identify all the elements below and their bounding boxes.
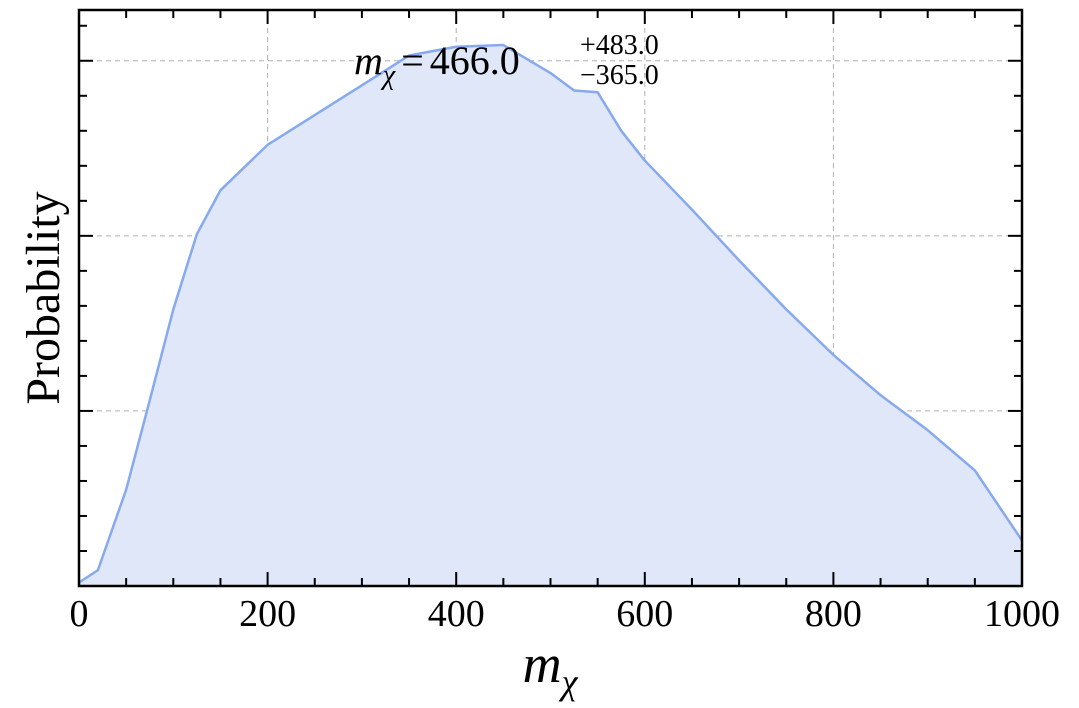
x-axis-label-sub: χ — [559, 662, 579, 702]
annotation-plus: +483.0 — [580, 30, 659, 61]
x-tick-label: 200 — [239, 593, 296, 635]
annotation-lhs: m — [354, 38, 383, 83]
x-tick-label: 1000 — [984, 593, 1060, 635]
plot-area: 0 200 400 600 800 1000 — [70, 8, 1060, 635]
x-tick-label: 0 — [70, 593, 89, 635]
annotation-sub: χ — [380, 60, 396, 91]
x-axis-label-main: m — [523, 634, 562, 694]
x-tick-label: 800 — [805, 593, 862, 635]
annotation: mχ = 466.0 — [354, 38, 520, 91]
annotation-value: 466.0 — [430, 38, 520, 83]
annotation-minus: −365.0 — [580, 60, 659, 91]
area-fill — [79, 45, 1022, 586]
x-tick-label: 400 — [428, 593, 485, 635]
y-axis-label: Probability — [17, 191, 70, 404]
x-axis-label: mχ — [523, 634, 579, 702]
line — [78, 43, 1024, 584]
x-tick-label: 600 — [616, 593, 673, 635]
annotation-eq: = — [401, 38, 424, 83]
